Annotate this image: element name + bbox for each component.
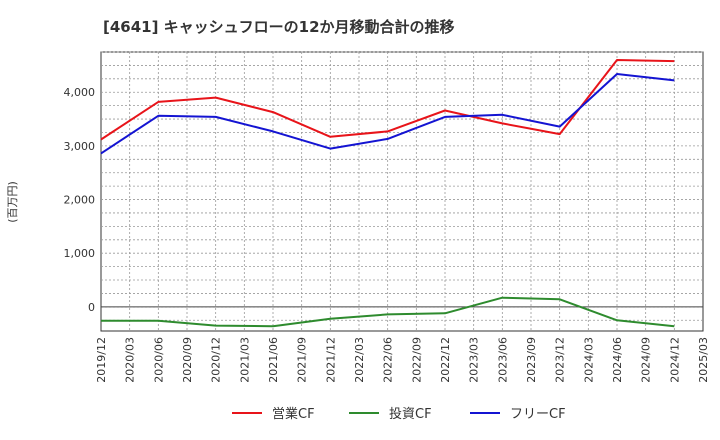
x-tick-label: 2022/12 [439, 337, 452, 383]
x-tick-label: 2021/06 [267, 337, 280, 383]
y-tick-label: 3,000 [64, 140, 96, 153]
legend-label: 投資CF [389, 406, 432, 422]
y-tick-label: 0 [88, 301, 95, 314]
x-tick-label: 2025/03 [697, 337, 710, 383]
y-tick-label: 4,000 [64, 86, 96, 99]
x-tick-label: 2020/09 [181, 337, 194, 383]
plot-frame [100, 51, 704, 332]
y-axis-label: (百万円) [6, 181, 19, 223]
x-tick-labels: 2019/12 2020/03 2020/06 2020/09 2020/12 2021/… [95, 337, 710, 383]
plot-area [100, 51, 704, 332]
series-line-フリーCF [100, 73, 675, 155]
series-line-投資CF [101, 296, 675, 328]
x-tick-label: 2021/12 [324, 337, 337, 383]
legend-label: フリーCF [510, 407, 566, 422]
x-tick-label: 2023/06 [496, 337, 509, 383]
x-tick-label: 2023/12 [554, 337, 567, 383]
x-tick-label: 2019/12 [95, 337, 108, 383]
legend: 営業CF 投資CF フリーCF [232, 406, 566, 422]
legend-label: 営業CF [272, 406, 315, 422]
x-tick-label: 2024/12 [668, 337, 681, 383]
x-tick-label: 2021/09 [296, 337, 309, 383]
x-tick-label: 2020/06 [152, 337, 165, 383]
x-tick-label: 2024/03 [582, 337, 595, 383]
x-tick-label: 2022/03 [353, 337, 366, 383]
x-tick-label: 2022/06 [382, 337, 395, 383]
y-tick-label: 1,000 [64, 247, 96, 260]
x-tick-label: 2023/03 [468, 337, 481, 383]
x-tick-label: 2020/12 [210, 337, 223, 383]
grid-lines [101, 51, 703, 331]
y-tick-label: 2,000 [64, 194, 96, 207]
x-tick-label: 2022/09 [410, 337, 423, 383]
series-lines [100, 59, 675, 328]
x-tick-label: 2021/03 [238, 337, 251, 383]
x-tick-label: 2023/09 [525, 337, 538, 383]
x-tick-label: 2024/06 [611, 337, 624, 383]
chart-title: [4641] キャッシュフローの12か月移動合計の推移 [103, 18, 455, 36]
x-tick-label: 2024/09 [640, 337, 653, 383]
x-tick-label: 2020/03 [124, 337, 137, 383]
y-tick-labels: 0 1,000 2,000 3,000 4,000 [64, 86, 96, 314]
